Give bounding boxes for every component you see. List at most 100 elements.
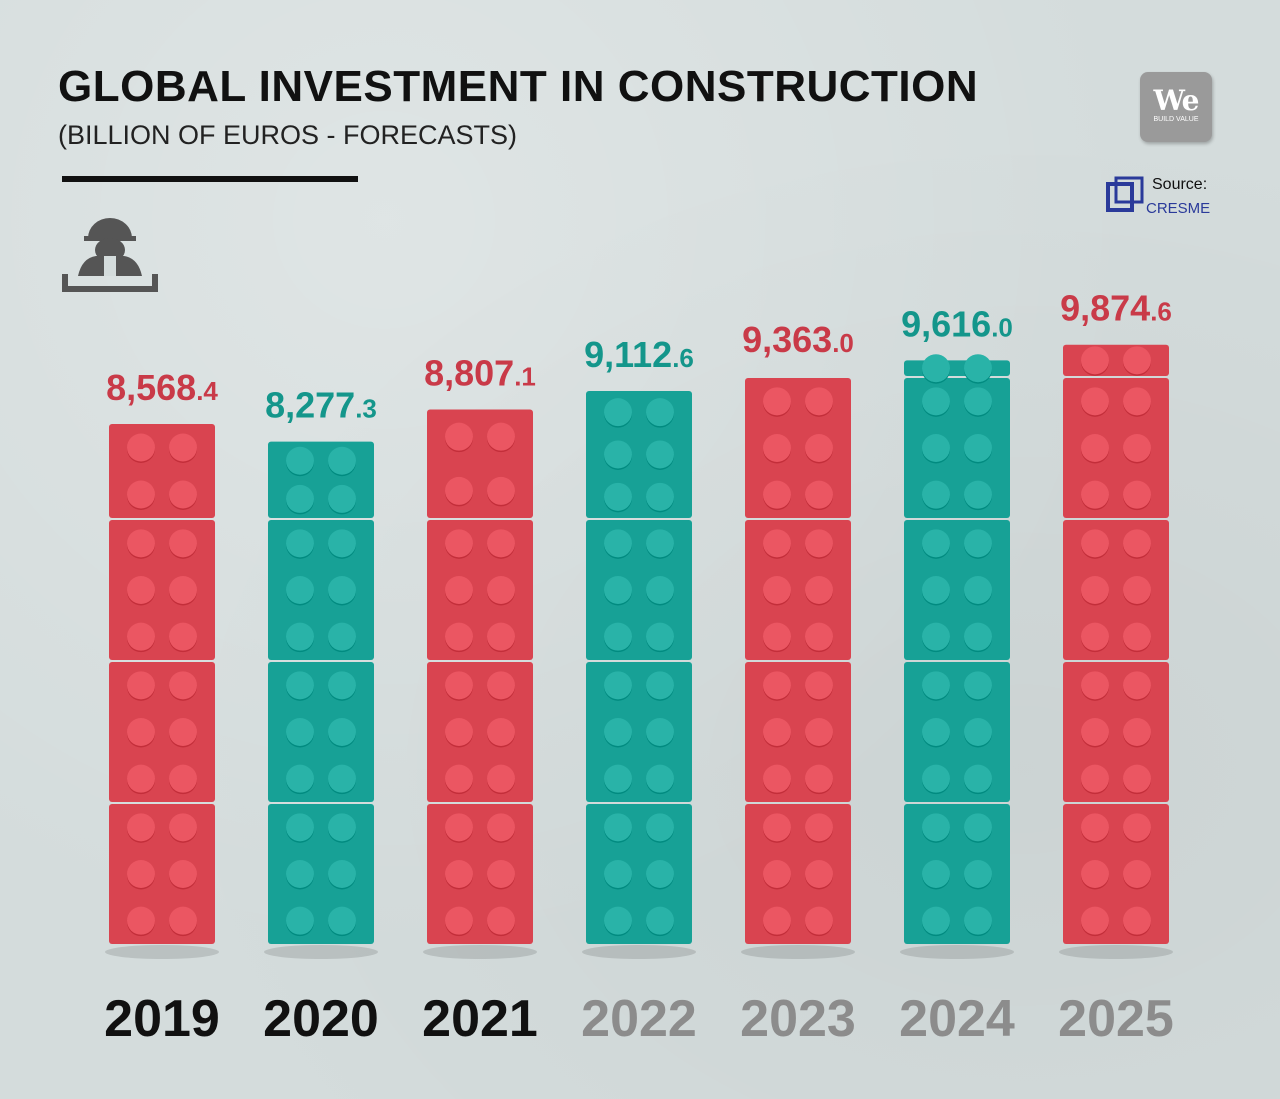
value-label-2021: 8,807.1 bbox=[424, 353, 536, 394]
brick-stud bbox=[922, 480, 950, 509]
brick-stud bbox=[763, 813, 791, 842]
chart-subtitle: (BILLION OF EUROS - FORECASTS) bbox=[58, 120, 518, 150]
brick-stud bbox=[445, 622, 473, 651]
brick-stud bbox=[127, 529, 155, 558]
brick-stud bbox=[169, 529, 197, 558]
brick-stud bbox=[169, 860, 197, 888]
brick-stud bbox=[127, 764, 155, 793]
brick-stud bbox=[922, 860, 950, 888]
logo-text: We bbox=[1153, 84, 1200, 117]
brick-stud bbox=[922, 813, 950, 842]
brick-stud bbox=[127, 813, 155, 842]
year-label-2023: 2023 bbox=[740, 990, 856, 1048]
brick-stud bbox=[1081, 434, 1109, 462]
brick-stud bbox=[487, 764, 515, 793]
brick-stud bbox=[286, 576, 314, 604]
brick-stud bbox=[286, 446, 314, 475]
brick bbox=[268, 662, 374, 802]
brick bbox=[586, 390, 692, 518]
brick-stud bbox=[805, 434, 833, 462]
brick-stud bbox=[487, 576, 515, 604]
brick-stud bbox=[1123, 622, 1151, 651]
brick-stud bbox=[922, 576, 950, 604]
brick-stud bbox=[286, 622, 314, 651]
brick bbox=[109, 662, 215, 802]
brick-stud bbox=[805, 387, 833, 416]
brick-stud bbox=[604, 576, 632, 604]
brick bbox=[586, 662, 692, 802]
brick-stud bbox=[445, 764, 473, 793]
year-label-2019: 2019 bbox=[104, 990, 220, 1048]
brick-stud bbox=[763, 529, 791, 558]
brick-stud bbox=[805, 906, 833, 935]
brick-stud bbox=[445, 671, 473, 700]
brick-stud bbox=[604, 482, 632, 511]
year-label-2020: 2020 bbox=[263, 990, 379, 1048]
brick-stud bbox=[328, 576, 356, 604]
brick-stud bbox=[604, 398, 632, 427]
brick-stud bbox=[169, 576, 197, 604]
brick bbox=[904, 662, 1010, 802]
brick-stud bbox=[922, 434, 950, 462]
brick-stud bbox=[487, 476, 515, 505]
brick-stud bbox=[169, 906, 197, 935]
year-label-2021: 2021 bbox=[422, 990, 538, 1048]
brick bbox=[1063, 378, 1169, 518]
brick-stud bbox=[445, 422, 473, 451]
brick-stud bbox=[169, 480, 197, 509]
brick bbox=[268, 520, 374, 660]
brick-stud bbox=[286, 529, 314, 558]
brick-stud bbox=[763, 764, 791, 793]
brick-stud bbox=[646, 671, 674, 700]
brick-stud bbox=[487, 622, 515, 651]
brick-stud bbox=[922, 354, 950, 383]
brick-stud bbox=[763, 480, 791, 509]
brick-stud bbox=[1123, 346, 1151, 375]
brick-stud bbox=[805, 718, 833, 746]
brick-stud bbox=[1081, 480, 1109, 509]
brick bbox=[427, 520, 533, 660]
brick-stud bbox=[487, 906, 515, 935]
brick-stud bbox=[805, 813, 833, 842]
brick-stud bbox=[763, 387, 791, 416]
brick-stud bbox=[445, 906, 473, 935]
brick-stud bbox=[805, 860, 833, 888]
value-label-2019: 8,568.4 bbox=[106, 367, 218, 408]
brick-stud bbox=[646, 622, 674, 651]
brick-stud bbox=[328, 446, 356, 475]
brick-stud bbox=[127, 671, 155, 700]
brick-stud bbox=[604, 813, 632, 842]
brick-stud bbox=[1123, 860, 1151, 888]
brick-stud bbox=[1123, 387, 1151, 416]
brick-stud bbox=[487, 671, 515, 700]
brick-stud bbox=[763, 434, 791, 462]
year-label-2025: 2025 bbox=[1058, 990, 1174, 1048]
brick-stud bbox=[604, 440, 632, 469]
brick-stud bbox=[964, 480, 992, 509]
brick-stud bbox=[604, 671, 632, 700]
brick-stud bbox=[1081, 529, 1109, 558]
cresme-logo-icon bbox=[1106, 176, 1144, 212]
brick-stud bbox=[127, 622, 155, 651]
brick bbox=[586, 520, 692, 660]
brick-stud bbox=[805, 764, 833, 793]
brick-stud bbox=[922, 764, 950, 793]
brick-stud bbox=[805, 622, 833, 651]
value-label-2020: 8,277.3 bbox=[265, 385, 377, 426]
brick-stud bbox=[763, 718, 791, 746]
brick-stud bbox=[646, 398, 674, 427]
brick-stud bbox=[1081, 346, 1109, 375]
brick bbox=[904, 804, 1010, 944]
brick-stud bbox=[1123, 718, 1151, 746]
brick-stud bbox=[328, 622, 356, 651]
year-label-2022: 2022 bbox=[581, 990, 697, 1048]
brick-stud bbox=[763, 860, 791, 888]
brick bbox=[427, 409, 533, 518]
brick-stud bbox=[127, 718, 155, 746]
brick-stud bbox=[646, 440, 674, 469]
brick bbox=[745, 804, 851, 944]
brick-stud bbox=[1123, 434, 1151, 462]
brick bbox=[745, 662, 851, 802]
brick-stud bbox=[646, 718, 674, 746]
